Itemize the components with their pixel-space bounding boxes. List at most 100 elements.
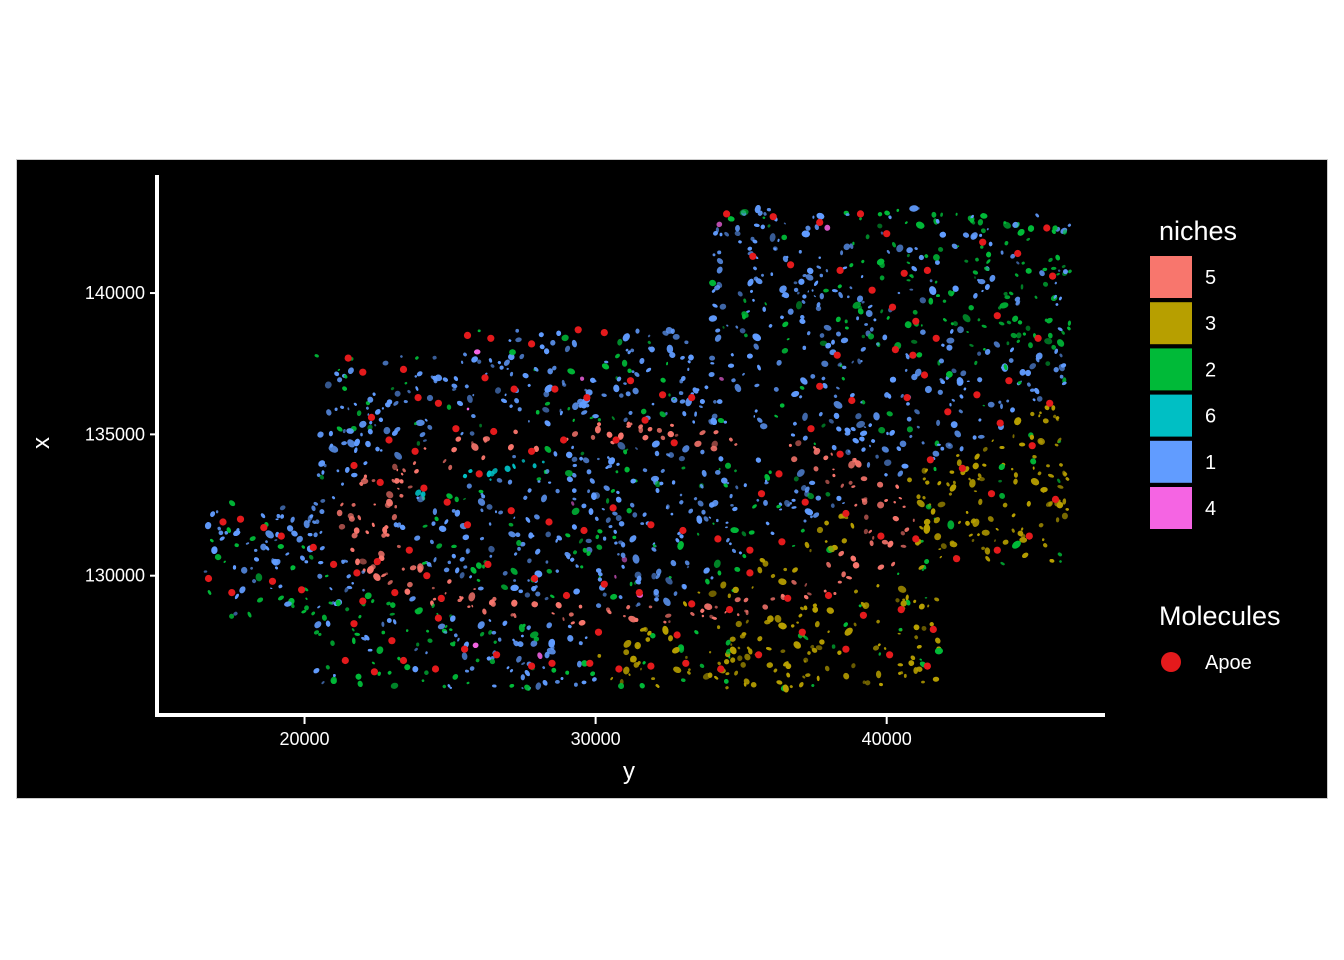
niche-cell: [844, 427, 851, 434]
niche-cell: [752, 504, 757, 509]
niche-cell: [804, 660, 806, 663]
niche-cell: [317, 431, 324, 438]
niche-cell: [403, 400, 408, 404]
apoe-point: [912, 317, 920, 325]
niche-cell: [743, 298, 747, 303]
niche-cell: [872, 536, 875, 540]
niche-cell: [838, 291, 843, 299]
niche-cell: [781, 234, 787, 241]
niche-cell: [572, 402, 579, 411]
niche-cell: [632, 554, 640, 564]
niche-cell: [654, 481, 661, 488]
niche-cell: [764, 479, 768, 483]
niche-cell: [646, 367, 652, 373]
niche-cell: [947, 290, 954, 297]
niche-cell: [809, 480, 816, 486]
niche-cell: [412, 666, 419, 673]
niche-cell: [1000, 561, 1005, 566]
niche-cell: [725, 686, 729, 690]
niche-cell: [642, 434, 649, 441]
niche-cell: [234, 543, 239, 548]
niche-cell: [823, 288, 829, 293]
niche-cell: [565, 533, 571, 538]
niche-cell: [807, 290, 809, 293]
niche-cell: [415, 419, 425, 427]
niche-cell: [884, 473, 888, 477]
niche-cell: [919, 525, 924, 530]
niche-cell: [465, 669, 469, 673]
niche-cell: [228, 500, 236, 507]
niche-cell: [956, 459, 962, 467]
niche-cell: [581, 410, 588, 415]
niche-cell: [956, 454, 960, 457]
niche-cell: [1009, 291, 1014, 296]
niche-cell: [497, 361, 501, 365]
niche-cell: [810, 374, 816, 379]
niche-cell: [863, 426, 867, 428]
niche-cell: [1020, 284, 1024, 290]
niche-cell: [904, 321, 912, 329]
niches-legend-title: niches: [1159, 216, 1237, 246]
niche-cell: [373, 573, 381, 581]
niche-cell: [488, 522, 492, 526]
niche-cell: [567, 368, 576, 375]
apoe-point: [1005, 377, 1013, 385]
niche-cell: [1052, 225, 1058, 231]
niche-cell: [218, 530, 224, 536]
niche-cell: [946, 337, 955, 344]
niche-cell: [1004, 295, 1011, 300]
niche-cell: [977, 377, 983, 383]
niche-cell: [249, 536, 256, 541]
niche-cell: [515, 532, 521, 538]
apoe-point: [626, 377, 635, 385]
niche-cell: [414, 535, 421, 541]
niche-cell: [977, 278, 986, 285]
niche-cell: [580, 376, 585, 381]
niche-cell: [1017, 320, 1023, 325]
apoe-point: [434, 399, 442, 407]
niche-cell: [526, 625, 531, 630]
niche-cell: [762, 306, 767, 312]
niche-cell: [620, 542, 626, 548]
niche-cell: [748, 648, 753, 655]
niche-cell: [276, 514, 281, 519]
niche-cell: [628, 615, 637, 623]
niche-cell: [838, 550, 845, 557]
niche-cell: [1059, 374, 1064, 379]
niche-cell: [734, 597, 741, 603]
niche-cell: [680, 355, 685, 360]
niche-cell: [414, 609, 418, 614]
niche-cell: [605, 517, 611, 523]
niche-cell: [431, 603, 435, 608]
niche-cell: [981, 289, 984, 293]
niche-cell: [1006, 341, 1010, 346]
niche-cell: [447, 579, 452, 584]
niche-cell: [877, 223, 883, 229]
niche-cell: [556, 602, 560, 606]
niche-cell: [454, 496, 459, 503]
niche-cell: [615, 470, 619, 474]
niche-cell: [604, 360, 609, 364]
niche-cell: [764, 302, 767, 306]
niche-cell: [731, 378, 736, 383]
niche-cell: [343, 374, 348, 379]
niche-cell: [762, 216, 766, 219]
niche-cell: [889, 430, 895, 436]
niche-cell: [1016, 332, 1022, 339]
niche-cell: [865, 310, 873, 317]
niche-cell: [969, 343, 974, 347]
niche-cell: [844, 627, 853, 636]
niche-cell: [1021, 261, 1025, 265]
niche-cell: [656, 442, 660, 446]
niche-cell: [986, 259, 991, 264]
niche-cell: [427, 638, 433, 643]
apoe-point: [1051, 495, 1060, 503]
niche-cell: [970, 214, 974, 219]
niche-cell: [358, 615, 362, 619]
apoe-point: [484, 560, 492, 568]
niche-cell: [861, 334, 865, 339]
niche-cell: [830, 452, 833, 456]
niche-cell: [615, 515, 622, 521]
niche-cell: [819, 293, 825, 300]
niche-cell: [479, 631, 485, 637]
